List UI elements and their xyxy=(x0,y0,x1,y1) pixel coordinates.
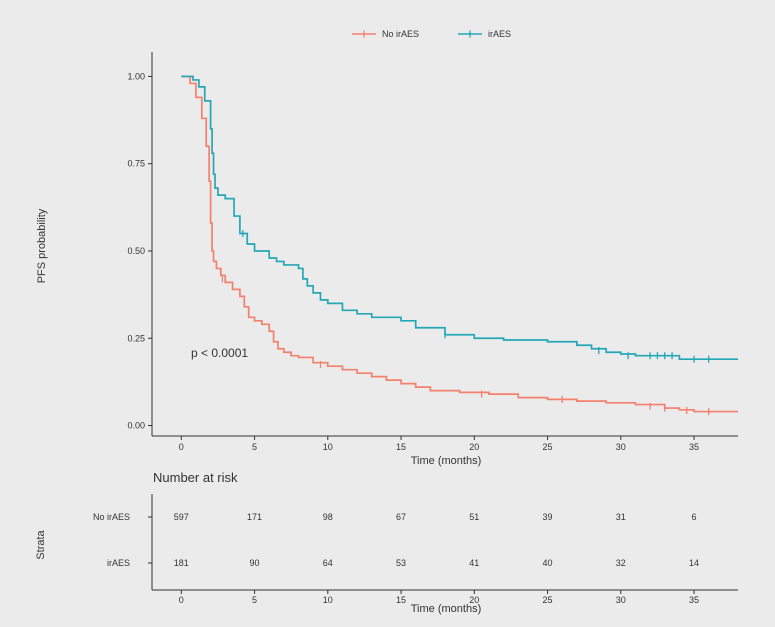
risk-count-iraes: 90 xyxy=(250,558,260,568)
risk-count-no-iraes: 39 xyxy=(543,512,553,522)
strata-axis-label: Strata xyxy=(35,529,47,559)
risk-table-x-axis-label: Time (months) xyxy=(411,603,482,615)
x-tick-label: 30 xyxy=(616,442,626,452)
risk-row-label-no-iraes: No irAES xyxy=(93,512,130,522)
risk-x-tick-label: 10 xyxy=(323,595,333,605)
risk-count-no-iraes: 171 xyxy=(247,512,262,522)
p-value-annotation: p < 0.0001 xyxy=(191,346,248,360)
x-tick-label: 20 xyxy=(469,442,479,452)
risk-count-no-iraes: 51 xyxy=(469,512,479,522)
y-tick-label: 0.75 xyxy=(127,159,145,169)
risk-count-no-iraes: 31 xyxy=(616,512,626,522)
risk-x-tick-label: 35 xyxy=(689,595,699,605)
legend-label: irAES xyxy=(488,29,511,39)
legend: No irAES irAES xyxy=(352,29,511,39)
risk-count-iraes: 64 xyxy=(323,558,333,568)
x-tick-label: 15 xyxy=(396,442,406,452)
risk-count-iraes: 14 xyxy=(689,558,699,568)
survival-curve-no-iraes xyxy=(181,75,738,413)
y-tick-label: 0.50 xyxy=(127,246,145,256)
risk-count-iraes: 181 xyxy=(174,558,189,568)
risk-count-iraes: 40 xyxy=(543,558,553,568)
risk-x-tick-label: 15 xyxy=(396,595,406,605)
risk-x-tick-label: 20 xyxy=(469,595,479,605)
x-tick-label: 5 xyxy=(252,442,257,452)
risk-count-iraes: 41 xyxy=(469,558,479,568)
x-tick-label: 35 xyxy=(689,442,699,452)
y-axis-label: PFS probability xyxy=(36,208,48,283)
risk-count-no-iraes: 597 xyxy=(174,512,189,522)
risk-count-no-iraes: 67 xyxy=(396,512,406,522)
x-tick-label: 25 xyxy=(543,442,553,452)
risk-row-label-iraes: irAES xyxy=(107,558,130,568)
risk-x-tick-label: 0 xyxy=(179,595,184,605)
x-tick-label: 10 xyxy=(323,442,333,452)
risk-x-tick-label: 5 xyxy=(252,595,257,605)
x-tick-label: 0 xyxy=(179,442,184,452)
risk-count-no-iraes: 6 xyxy=(692,512,697,522)
y-tick-label: 1.00 xyxy=(127,71,145,81)
risk-x-tick-label: 25 xyxy=(543,595,553,605)
x-axis-label: Time (months) xyxy=(411,455,482,467)
legend-item-iraes: irAES xyxy=(458,29,511,39)
risk-table-title: Number at risk xyxy=(153,470,238,485)
legend-label: No irAES xyxy=(382,29,419,39)
risk-count-iraes: 32 xyxy=(616,558,626,568)
risk-count-no-iraes: 98 xyxy=(323,512,333,522)
survival-curve-iraes xyxy=(181,75,738,361)
risk-table: No irAES 597 171 98 67 51 39 31 6 irAES 181 90 64 53 4… xyxy=(93,494,738,605)
y-tick-label: 0.00 xyxy=(127,421,145,431)
risk-x-tick-label: 30 xyxy=(616,595,626,605)
y-tick-label: 0.25 xyxy=(127,333,145,343)
survival-plot: 0.00 0.25 0.50 0.75 1.00 0 5 10 15 20 25 30 35 xyxy=(127,52,738,452)
risk-count-iraes: 53 xyxy=(396,558,406,568)
legend-item-no-iraes: No irAES xyxy=(352,29,419,39)
